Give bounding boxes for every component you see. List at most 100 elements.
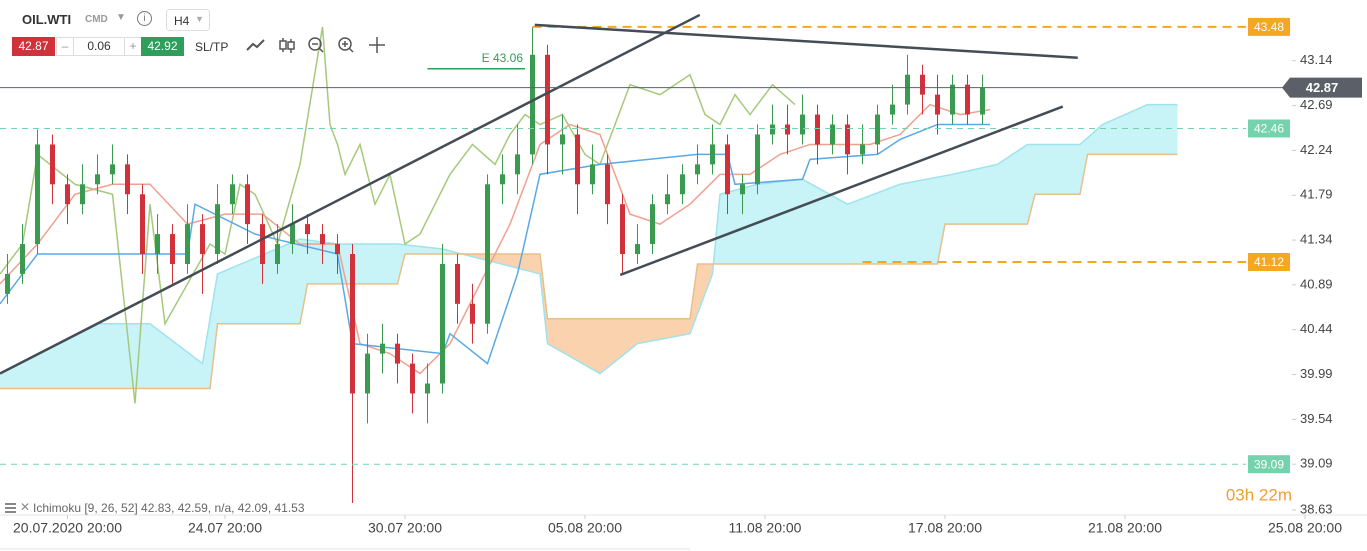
x-tick-label: 11.08 20:00 — [729, 520, 802, 536]
x-tick-label: 05.08 20:00 — [548, 520, 622, 536]
axes: 43.14 42.69 42.24 41.79 41.34 40.89 40.44 39.99… — [13, 52, 1342, 536]
candle-body — [455, 263, 460, 304]
candle-body — [245, 184, 250, 225]
level-tag — [1248, 17, 1290, 36]
candle-body — [575, 134, 580, 185]
candle-body — [410, 363, 415, 394]
current-price-tag — [1282, 77, 1362, 98]
candle-body — [740, 184, 745, 195]
candle-body — [545, 54, 550, 145]
candle-body — [290, 224, 295, 245]
symbol-dropdown[interactable]: ▼ — [116, 12, 126, 23]
market: CMD — [85, 14, 108, 25]
candle-body — [830, 124, 835, 145]
symbol[interactable]: OIL.WTI — [22, 12, 72, 27]
y-tick-label: 41.34 — [1300, 232, 1333, 247]
bid[interactable]: 42.87 — [12, 37, 55, 56]
candle-body — [5, 273, 10, 294]
candle-body — [935, 94, 940, 115]
candle-body — [725, 144, 730, 195]
plus-btn[interactable]: + — [124, 37, 142, 56]
candle-body — [860, 144, 865, 155]
candle-body — [920, 74, 925, 95]
minus-btn[interactable]: – — [56, 37, 74, 56]
level-label: 43.48 — [1254, 20, 1284, 34]
candle-body — [515, 154, 520, 175]
candle-body — [170, 234, 175, 264]
candle-body — [905, 74, 910, 105]
indicator-line — [0, 123, 990, 365]
trendline — [534, 23, 1078, 60]
x-tick-label: 25.08 20:00 — [1268, 520, 1342, 536]
y-tick-label: 41.79 — [1300, 187, 1333, 202]
info-icon[interactable]: i — [137, 11, 152, 26]
candle-body — [605, 164, 610, 205]
candle-body — [485, 184, 490, 324]
candle-body — [380, 343, 385, 354]
candle-body — [200, 224, 205, 255]
candle-body — [140, 194, 145, 255]
entry-label: E 43.06 — [482, 51, 524, 65]
candle-body — [950, 84, 955, 115]
zoom-in[interactable] — [338, 37, 354, 53]
current-price-label: 42.87 — [1306, 80, 1339, 95]
y-tick-label: 42.69 — [1300, 97, 1333, 112]
candle-body — [35, 144, 40, 245]
candle-body — [335, 244, 340, 255]
y-tick-label: 40.44 — [1300, 321, 1333, 336]
zoom-out[interactable] — [308, 37, 324, 53]
candle-body — [470, 303, 475, 324]
timeframe: H4 — [174, 14, 190, 28]
y-tick-label: 39.99 — [1300, 366, 1333, 381]
candle-body — [230, 184, 235, 205]
candle-body — [500, 174, 505, 185]
spread: 0.06 — [73, 37, 125, 56]
cloud — [0, 103, 1178, 390]
candle-body — [395, 343, 400, 364]
x-tick-label: 24.07 20:00 — [188, 520, 262, 536]
candle-body — [710, 144, 715, 165]
candle-body — [215, 204, 220, 255]
cloud-up — [0, 104, 1178, 389]
level-tag — [1248, 252, 1290, 271]
candle-body — [110, 164, 115, 175]
span-a — [0, 103, 1178, 375]
ask[interactable]: 42.92 — [141, 37, 184, 56]
x-tick-label: 20.07.2020 20:00 — [13, 520, 122, 536]
candle-body — [665, 194, 670, 205]
y-tick-label: 43.14 — [1300, 52, 1333, 67]
sltp[interactable]: SL/TP — [195, 40, 229, 54]
span-b — [0, 153, 1178, 390]
candle-body — [275, 244, 280, 264]
candle-body — [80, 184, 85, 205]
candle-body — [530, 54, 535, 155]
y-tick-label: 39.09 — [1300, 456, 1333, 471]
move-tool[interactable] — [369, 37, 385, 53]
level-label: 39.09 — [1254, 457, 1284, 471]
line-tool[interactable] — [246, 39, 265, 51]
tool-icons — [246, 37, 385, 53]
caret: ▼ — [195, 14, 204, 24]
x-tick-label: 30.07 20:00 — [368, 520, 442, 536]
candle-body — [425, 383, 430, 394]
level-label: 41.12 — [1254, 255, 1284, 269]
candle-body — [800, 114, 805, 135]
candle-body — [770, 124, 775, 135]
y-tick-label: 42.24 — [1300, 142, 1333, 157]
candle-body — [845, 124, 850, 155]
candle-tool[interactable] — [279, 38, 295, 53]
candle-body — [185, 224, 190, 264]
indicator-label: Ichimoku [9, 26, 52] 42.83, 42.59, n/a, … — [33, 501, 305, 515]
y-tick-label: 39.54 — [1300, 411, 1333, 426]
candle-body — [875, 114, 880, 145]
close-x[interactable]: ✕ — [20, 500, 30, 514]
candle-body — [20, 244, 25, 274]
candle-body — [980, 87, 985, 115]
candle-body — [785, 124, 790, 135]
timeframe-select[interactable]: H4 ▼ — [166, 9, 210, 31]
candle-body — [965, 84, 970, 115]
candle-body — [125, 164, 130, 195]
y-tick-label: 40.89 — [1300, 276, 1333, 291]
candle-body — [65, 184, 70, 205]
